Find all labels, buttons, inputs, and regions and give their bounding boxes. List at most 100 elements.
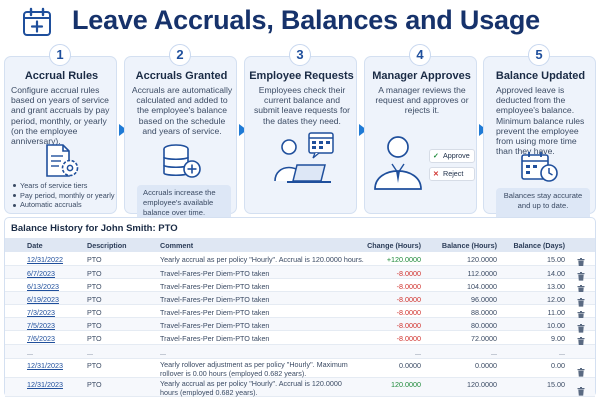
cell-balance-days: 12.00 [547,295,565,304]
cell-date[interactable]: 12/31/2023 [27,380,63,389]
trash-icon[interactable] [577,333,585,346]
cell-balance-days: 11.00 [547,308,565,317]
cell-date: ... [27,348,33,357]
step-title: Employee Requests [249,70,354,82]
header: Leave Accruals, Balances and Usage [0,0,600,44]
table-row: 12/31/2023 PTO Yearly rollover adjustment … [5,359,595,378]
cell-comment: ... [160,348,166,357]
process-steps: Accrual Rules Configure accrual rules ba… [4,44,596,224]
cell-comment: Travel-Fares-Per Diem-PTO taken [160,295,270,304]
cell-change: -8.0000 [396,308,421,317]
cell-balance-days: 14.00 [547,269,565,278]
balance-history-table: Balance History for John Smith: PTO Date… [4,217,596,397]
step-card: Accrual Rules Configure accrual rules ba… [4,56,117,214]
step-title: Accruals Granted [135,70,228,82]
trash-icon[interactable] [577,254,585,267]
table-row: 7/5/2023 PTO Travel-Fares-Per Diem-PTO tak… [5,318,595,333]
x-icon: ✕ [433,169,440,178]
approve-button[interactable]: ✓ Approve [429,149,475,163]
column-header-date: Date [27,241,43,250]
step-note: Accruals increase the employee's availab… [137,185,231,221]
check-icon: ✓ [433,151,440,160]
table-row: 6/13/2023 PTO Travel-Fares-Per Diem-PTO ta… [5,279,595,294]
accrual-rule-bullets: Years of service tiers Pay period, month… [13,181,117,210]
cell-change: 0.0000 [399,361,421,370]
trash-icon[interactable] [577,307,585,320]
reject-button[interactable]: ✕ Reject [429,167,475,181]
cell-description: PTO [87,380,102,389]
step-description: Configure accrual rules based on years o… [11,85,110,147]
table-row: 6/7/2023 PTO Travel-Fares-Per Diem-PTO tak… [5,266,595,281]
cell-description: ... [87,348,93,357]
column-header-balance-hours: Balance (Hours) [441,241,497,250]
cell-date[interactable]: 12/31/2022 [27,255,63,264]
arrow-right-icon [239,124,247,136]
cell-change: 120.0000 [391,380,421,389]
cell-date[interactable]: 7/3/2023 [27,308,55,317]
trash-icon[interactable] [577,364,585,377]
step-description: A manager reviews the request and approv… [375,85,469,116]
table-header: Date Description Comment Change (Hours) … [5,238,595,252]
list-item: Automatic accruals [13,200,117,210]
cell-balance-days: ... [559,348,565,357]
cell-date[interactable]: 7/5/2023 [27,321,55,330]
table-row: 6/19/2023 PTO Travel-Fares-Per Diem-PTO ta… [5,292,595,307]
cell-balance-hours: 88.0000 [471,308,497,317]
table-row: 7/6/2023 PTO Travel-Fares-Per Diem-PTO tak… [5,331,595,346]
cell-balance-hours: 104.0000 [467,282,497,291]
cell-balance-days: 0.00 [551,361,565,370]
approve-label: Approve [443,151,470,160]
table-row: 12/31/2022 PTO Yearly accrual as per polic… [5,252,595,267]
trash-icon[interactable] [577,383,585,396]
cell-change: -8.0000 [396,295,421,304]
database-plus-icon [163,144,201,178]
cell-change: ... [415,348,421,357]
cell-description: PTO [87,321,102,330]
step-number-badge: 2 [169,44,191,66]
cell-date[interactable]: 6/19/2023 [27,295,59,304]
cell-balance-hours: 96.0000 [471,295,497,304]
cell-comment: Travel-Fares-Per Diem-PTO taken [160,269,270,278]
cell-balance-hours: 120.0000 [467,255,497,264]
cell-change: +120.0000 [386,255,421,264]
column-header-balance-days: Balance (Days) [513,241,565,250]
cell-date[interactable]: 6/13/2023 [27,282,59,291]
list-item: Years of service tiers [13,181,117,191]
cell-balance-days: 10.00 [547,321,565,330]
step-card: Employee Requests Employees check their … [244,56,357,214]
cell-balance-hours: 120.0000 [467,380,497,389]
cell-change: -8.0000 [396,269,421,278]
step-title: Balance Updated [495,70,586,82]
cell-balance-days: 15.00 [547,255,565,264]
step-description: Approved leave is deducted from the empl… [496,85,585,157]
cell-change: -8.0000 [396,321,421,330]
cell-comment: Yearly accrual as per policy "Hourly". A… [160,255,364,264]
step-card: Balance Updated Approved leave is deduct… [483,56,596,224]
employee-laptop-calendar-icon [274,132,334,183]
step-number-badge: 1 [49,44,71,66]
step-manager-approves: Manager Approves A manager reviews the r… [364,44,477,214]
cell-balance-hours: 72.0000 [471,334,497,343]
cell-description: PTO [87,334,102,343]
cell-description: PTO [87,282,102,291]
table-row: 12/31/2023 PTO Yearly accrual as per polic… [5,378,595,397]
trash-icon[interactable] [577,281,585,294]
step-employee-requests: Employee Requests Employees check their … [244,44,357,214]
cell-comment: Travel-Fares-Per Diem-PTO taken [160,308,270,317]
cell-description: PTO [87,255,102,264]
cell-date[interactable]: 7/6/2023 [27,334,55,343]
cell-date[interactable]: 6/7/2023 [27,269,55,278]
step-card: Manager Approves A manager reviews the r… [364,56,477,214]
step-card: Accruals Granted Accruals are automatica… [124,56,237,221]
trash-icon[interactable] [577,320,585,333]
cell-balance-days: 15.00 [547,380,565,389]
cell-change: -8.0000 [396,282,421,291]
cell-balance-hours: 0.0000 [475,361,497,370]
cell-comment: Yearly rollover adjustment as per policy… [160,360,348,378]
cell-balance-hours: 80.0000 [471,321,497,330]
step-title: Accrual Rules [24,70,99,82]
trash-icon[interactable] [577,294,585,307]
cell-date[interactable]: 12/31/2023 [27,361,63,370]
trash-icon[interactable] [577,268,585,281]
step-description: Employees check their current balance an… [253,85,350,126]
